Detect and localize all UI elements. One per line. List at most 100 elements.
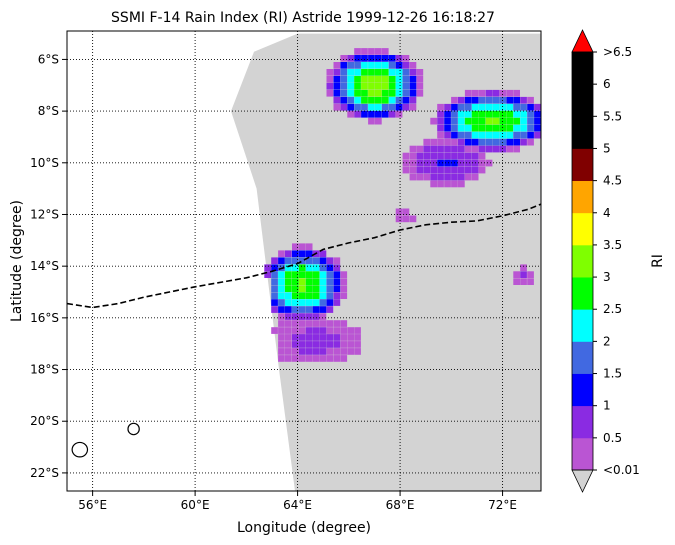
rain-pixel [368,89,375,97]
rain-pixel [416,145,424,153]
rain-pixel [437,180,444,188]
rain-pixel [492,89,500,97]
rain-pixel [485,96,493,104]
rain-pixel [285,264,292,272]
rain-pixel [278,348,285,355]
rain-pixel [520,131,527,139]
rain-pixel [298,257,306,265]
rain-pixel [402,159,410,167]
rain-pixel [292,278,299,285]
rain-pixel [499,89,507,97]
rain-pixel [278,271,285,278]
rain-pixel [312,264,320,272]
rain-pixel [416,159,424,167]
rain-pixel [478,166,486,174]
rain-pixel [506,124,514,132]
x-tick-label: 72°E [488,498,517,512]
rain-pixel [395,69,403,76]
rain-pixel [375,69,382,76]
colorbar-tick-label: 2 [603,334,611,348]
rain-pixel [416,152,424,160]
island-outline [71,441,89,458]
rain-pixel [513,96,520,104]
colorbar-tick-label: 1 [603,399,611,413]
rain-pixel [437,117,444,125]
rain-pixel [278,320,285,327]
rain-pixel [527,278,534,285]
rain-pixel [368,62,375,69]
rain-pixel [326,334,334,341]
rain-pixel [375,62,382,69]
rain-pixel [458,173,465,181]
rain-pixel [305,299,313,306]
rain-pixel [326,278,334,285]
rain-pixel [513,110,520,118]
x-tick-label: 68°E [386,498,415,512]
colorbar-swatch [572,244,593,278]
y-tick-label: 10°S [30,156,59,170]
rain-pixel [368,55,375,62]
rain-pixel [458,159,465,167]
rain-pixel [471,110,479,118]
rain-pixel [361,69,368,76]
rain-pixel [388,96,396,104]
rain-pixel [464,110,472,118]
rain-pixel [471,131,479,139]
colorbar-tick-label: 5.5 [603,109,622,123]
rain-pixel [347,96,354,104]
rain-pixel [471,145,479,153]
rain-pixel [298,250,306,258]
colorbar-frame [571,51,594,471]
rain-pixel [347,110,354,118]
colorbar-tick-label: 6 [603,77,611,91]
rain-pixel [416,173,424,181]
rain-pixel [333,103,341,111]
rain-pixel [305,285,313,292]
rain-pixel [340,76,348,83]
rain-pixel [278,299,285,306]
rain-pixel [333,69,341,76]
rain-pixel [388,55,396,62]
rain-pixel [395,110,403,118]
rain-pixel [354,334,361,341]
rain-pixel [513,89,520,97]
y-tick-label: 14°S [30,259,59,273]
rain-pixel [312,278,320,285]
rain-pixel [264,264,271,272]
rain-pixel [312,257,320,265]
rain-pixel [375,117,382,125]
rain-pixel [278,306,285,313]
rain-pixel [416,166,424,174]
rain-pixel [319,271,327,278]
colorbar-tick-label: 5 [603,141,611,155]
rain-pixel [520,278,527,285]
rain-pixel [305,306,313,313]
rain-pixel [340,96,348,104]
rain-pixel [506,145,514,153]
colorbar-tick-label: 3.5 [603,238,622,252]
rain-pixel [312,355,320,362]
rain-pixel [451,117,458,125]
rain-pixel [278,250,285,258]
rain-pixel [347,82,354,90]
rain-pixel [520,103,527,111]
rain-pixel [520,117,527,125]
colorbar-swatch [572,180,593,214]
rain-pixel [388,89,396,97]
rain-pixel [292,313,299,320]
colorbar-tick-label: 1.5 [603,367,622,381]
rain-pixel [326,76,334,83]
rain-pixel [458,96,465,104]
rain-pixel [444,152,451,160]
rain-pixel [375,89,382,97]
rain-pixel [278,313,285,320]
rain-pixel [464,117,472,125]
rain-pixel [409,76,417,83]
rain-pixel [347,103,354,111]
rain-pixel [471,103,479,111]
rain-pixel [354,89,361,97]
rain-pixel [305,271,313,278]
rain-pixel [506,138,514,146]
rain-pixel [361,89,368,97]
rain-pixel [319,257,327,265]
